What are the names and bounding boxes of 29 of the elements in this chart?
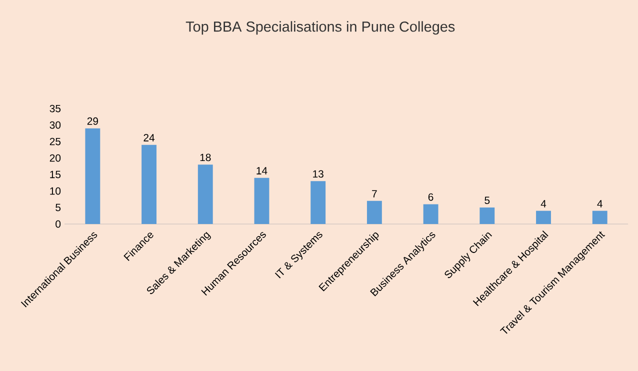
y-tick-label: 0 <box>56 220 61 228</box>
y-tick-label: 30 <box>50 121 61 129</box>
bar <box>254 178 270 224</box>
bar <box>310 180 326 224</box>
y-tick-label: 15 <box>50 170 61 178</box>
data-label: 4 <box>540 200 546 208</box>
data-label: 24 <box>144 134 155 142</box>
y-tick-label: 5 <box>56 204 61 211</box>
bar <box>423 204 438 224</box>
bar <box>85 128 100 224</box>
data-label: 13 <box>313 170 324 178</box>
data-label: 29 <box>87 117 98 125</box>
y-tick-label: 20 <box>50 154 61 162</box>
bar <box>592 210 608 224</box>
y-tick-label: 35 <box>50 104 61 112</box>
data-label: 7 <box>372 190 377 198</box>
bar <box>366 200 382 224</box>
bar <box>536 210 551 224</box>
data-label: 4 <box>597 200 602 208</box>
chart-title: Top BBA Specialisations in Pune Colleges <box>186 20 455 34</box>
data-label: 18 <box>200 154 211 161</box>
data-label: 14 <box>256 166 268 174</box>
bar <box>198 164 213 224</box>
bar <box>480 207 495 224</box>
y-tick-label: 10 <box>50 187 61 195</box>
bar <box>142 144 156 224</box>
data-label: 6 <box>428 193 434 201</box>
data-label: 5 <box>484 196 490 204</box>
y-tick-label: 25 <box>50 138 61 146</box>
